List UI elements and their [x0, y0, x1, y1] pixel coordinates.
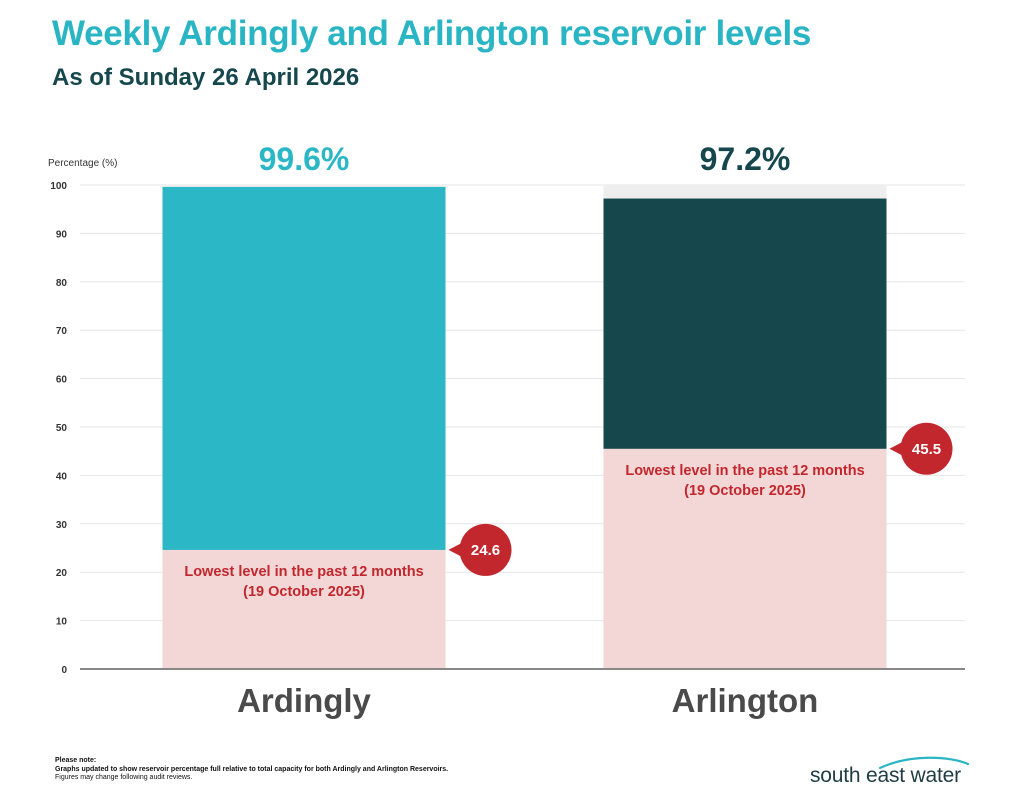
footnote-line-2: Figures may change following audit revie…	[55, 774, 193, 781]
chart-title: Weekly Ardingly and Arlington reservoir …	[52, 14, 812, 53]
chart-subtitle: As of Sunday 26 April 2026	[52, 64, 360, 91]
category-label: Arlington	[672, 682, 819, 719]
footnote-line-1: Graphs updated to show reservoir percent…	[55, 765, 449, 773]
y-tick-label: 20	[56, 568, 68, 579]
lowest-level-region	[603, 448, 887, 669]
footnote-title: Please note:	[55, 757, 97, 764]
category-label: Ardingly	[237, 682, 371, 719]
footnote: Please note: Graphs updated to show rese…	[55, 757, 448, 783]
value-label: 97.2%	[700, 141, 791, 177]
lowest-level-label: Lowest level in the past 12 months	[184, 564, 423, 580]
callout-bubble	[900, 422, 953, 475]
y-tick-label: 100	[50, 181, 67, 192]
y-tick-label: 70	[56, 326, 68, 337]
y-tick-label: 30	[56, 520, 68, 531]
y-tick-label: 40	[56, 471, 68, 482]
south-east-water-logo: south east water	[810, 756, 970, 796]
y-tick-label: 90	[56, 229, 68, 240]
lowest-level-value: 24.6	[471, 542, 500, 559]
y-tick-label: 80	[56, 278, 68, 289]
lowest-level-date: (19 October 2025)	[684, 483, 806, 499]
callout-bubble	[459, 523, 512, 576]
lowest-level-region	[162, 549, 446, 669]
y-tick-label: 10	[56, 617, 68, 628]
lowest-level-label: Lowest level in the past 12 months	[625, 463, 864, 479]
value-label: 99.6%	[259, 141, 350, 177]
lowest-level-date: (19 October 2025)	[243, 584, 365, 600]
y-axis-label: Percentage (%)	[48, 158, 117, 169]
y-tick-label: 60	[56, 375, 68, 386]
logo-text: south east water	[810, 764, 961, 787]
wave-icon	[878, 756, 970, 770]
lowest-level-value: 45.5	[912, 441, 941, 458]
y-tick-label: 0	[61, 665, 67, 676]
y-tick-label: 50	[56, 423, 68, 434]
